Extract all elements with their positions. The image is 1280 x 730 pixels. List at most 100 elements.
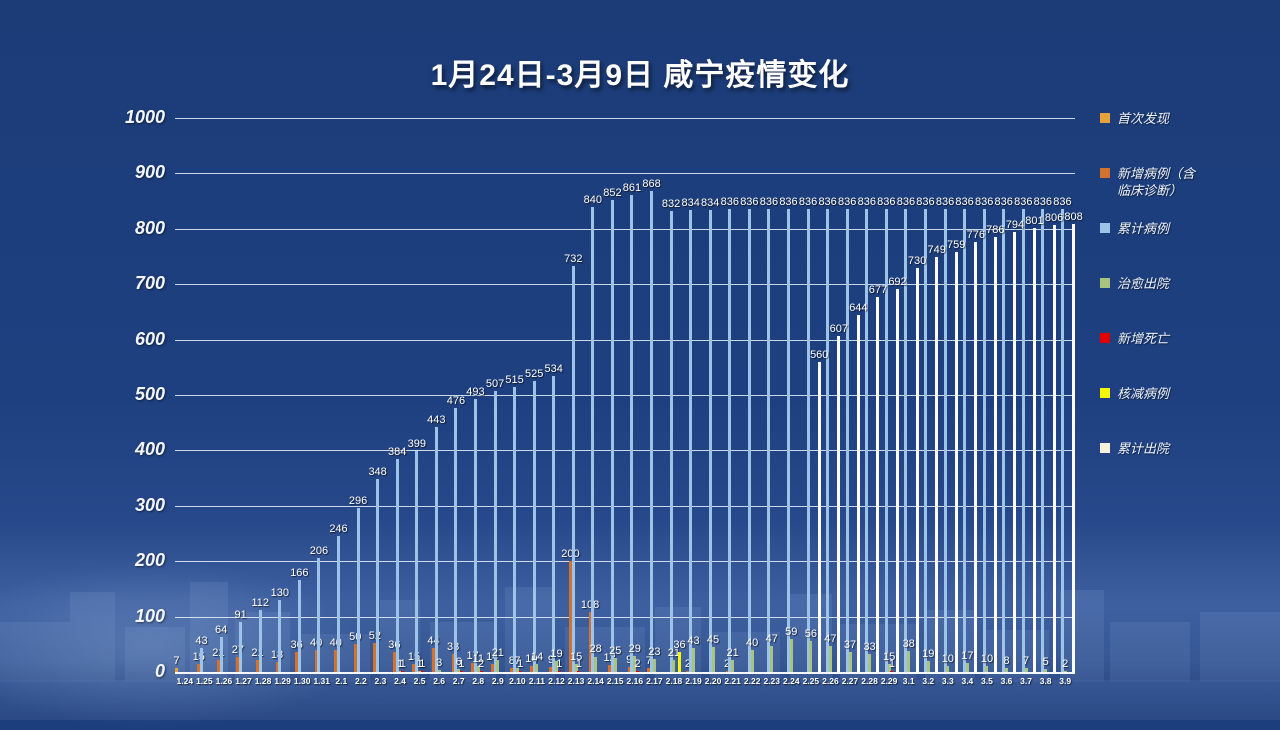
new_cases-bar (236, 657, 240, 672)
legend-swatch-icon (1100, 113, 1110, 123)
discharged_total-bar-label: 749 (927, 244, 946, 257)
new_cases-bar-label: 2 (684, 657, 691, 670)
building-silhouette-decoration (1110, 622, 1190, 682)
cured-bar-label: 21 (726, 647, 739, 660)
legend-item-first_found: 首次发现 (1100, 110, 1203, 127)
cumulative-bar-label: 836 (896, 195, 916, 208)
cumulative-bar (219, 636, 223, 672)
cumulative-bar-label: 206 (309, 544, 329, 557)
cumulative-bar-label: 43 (195, 635, 208, 648)
x-axis-tick-label: 2.13 (567, 676, 585, 686)
x-axis-tick-label: 2.14 (587, 676, 604, 686)
gridline (175, 173, 1075, 175)
cumulative-bar (904, 208, 908, 672)
cured-bar-label: 45 (706, 634, 720, 647)
cumulative-bar (923, 208, 927, 672)
new_cases-bar (373, 643, 377, 672)
x-axis-tick-label: 2.7 (452, 676, 465, 686)
discharged_total-bar-label: 794 (1005, 219, 1025, 232)
cured-bar-label: 1 (416, 657, 423, 670)
x-axis-tick-label: 3.1 (902, 676, 915, 686)
cumulative-bar-label: 840 (583, 193, 603, 206)
chart-title: 1月24日-3月9日 咸宁疫情变化 (430, 59, 850, 92)
cumulative-bar-label: 836 (1014, 195, 1033, 208)
x-axis-tick-label: 2.12 (548, 676, 565, 686)
legend-label: 核减病例 (1117, 386, 1170, 401)
cumulative-bar-label: 836 (838, 195, 857, 208)
new_cases-bar-label: 8 (508, 654, 515, 667)
x-axis-tick-label: 2.1 (335, 676, 348, 686)
cured-bar-label: 19 (550, 648, 563, 661)
cured-bar-label: 23 (648, 646, 661, 659)
new_deaths-bar (479, 670, 483, 672)
discharged_total-bar-label: 808 (1064, 211, 1083, 224)
discharged_total-bar-label: 759 (947, 238, 966, 251)
legend-item-cumulative: 累计病例 (1100, 220, 1203, 237)
cumulative-bar-label: 836 (955, 195, 974, 208)
cured-bar (750, 649, 754, 672)
x-axis-tick-label: 2.16 (626, 676, 644, 686)
cumulative-bar (454, 408, 458, 672)
cured-bar (946, 666, 950, 672)
cured-bar-label: 59 (785, 626, 798, 639)
new_deaths-bar-label: 2 (477, 657, 485, 670)
cured-bar-label: 15 (883, 650, 896, 663)
x-axis-tick-label: 2.15 (606, 676, 624, 686)
x-axis-tick-label: 1.31 (313, 676, 330, 686)
new_cases-bar (314, 649, 318, 672)
discharged_total-bar (954, 251, 958, 672)
cumulative-bar-label: 836 (916, 195, 935, 208)
legend-swatch-icon (1100, 168, 1110, 178)
cumulative-bar-label: 834 (701, 196, 720, 209)
cured-bar (594, 656, 598, 672)
cured-bar-label: 43 (687, 635, 700, 648)
cumulative-bar (747, 208, 751, 672)
cured-bar (1024, 668, 1028, 672)
x-axis-tick-label: 2.23 (763, 676, 780, 686)
cumulative-bar (826, 208, 830, 672)
x-axis-tick-label: 2.9 (491, 676, 504, 686)
y-axis-tick-label: 500 (134, 384, 165, 404)
new_deaths-bar-label: 1 (458, 657, 465, 670)
y-axis-tick-label: 700 (134, 273, 165, 294)
discharged_total-bar-label: 644 (849, 302, 868, 315)
legend-item-new_deaths: 新增死亡 (1100, 330, 1203, 347)
cumulative-bar-label: 836 (877, 195, 896, 208)
cured-bar-label: 21 (667, 647, 681, 660)
y-axis-tick-label: 400 (134, 439, 165, 460)
cured-bar (535, 664, 539, 672)
cured-bar (809, 640, 813, 672)
cured-bar (1005, 667, 1009, 672)
cured-bar-label: 25 (609, 645, 622, 658)
new_cases-bar-label: 36 (388, 639, 401, 652)
x-axis-tick-label: 3.5 (981, 676, 993, 686)
x-axis-tick-label: 3.8 (1039, 676, 1052, 686)
new_cases-bar (529, 666, 533, 672)
cured-bar-label: 56 (804, 627, 817, 640)
cured-bar (965, 662, 969, 672)
x-axis-tick-label: 1.24 (176, 676, 194, 686)
gridline (175, 284, 1075, 286)
new_deaths-bar-label: 1 (556, 657, 563, 670)
new_cases-bar (392, 652, 396, 672)
cured-bar-label: 17 (961, 649, 974, 662)
cured-bar (789, 639, 793, 672)
cumulative-bar-label: 399 (407, 437, 426, 450)
x-axis-tick-label: 2.19 (685, 676, 702, 686)
cumulative-bar (1060, 208, 1064, 672)
cumulative-bar-label: 836 (759, 195, 779, 208)
discharged_total-bar (993, 236, 997, 672)
cumulative-bar-label: 836 (720, 195, 739, 208)
y-axis-tick-label: 600 (134, 328, 165, 349)
cured-bar-label: 14 (530, 651, 544, 664)
cumulative-bar (434, 426, 438, 672)
cumulative-bar-label: 296 (348, 495, 368, 508)
new_cases-bar (490, 664, 494, 672)
new_cases-bar-label: 200 (561, 548, 580, 561)
cumulative-bar (728, 208, 732, 672)
cumulative-bar-label: 91 (234, 608, 247, 621)
cumulative-bar (415, 450, 419, 672)
cured-bar-label: 28 (589, 643, 602, 656)
discharged_total-bar (974, 242, 978, 672)
discharged_total-bar-label: 806 (1044, 212, 1064, 225)
